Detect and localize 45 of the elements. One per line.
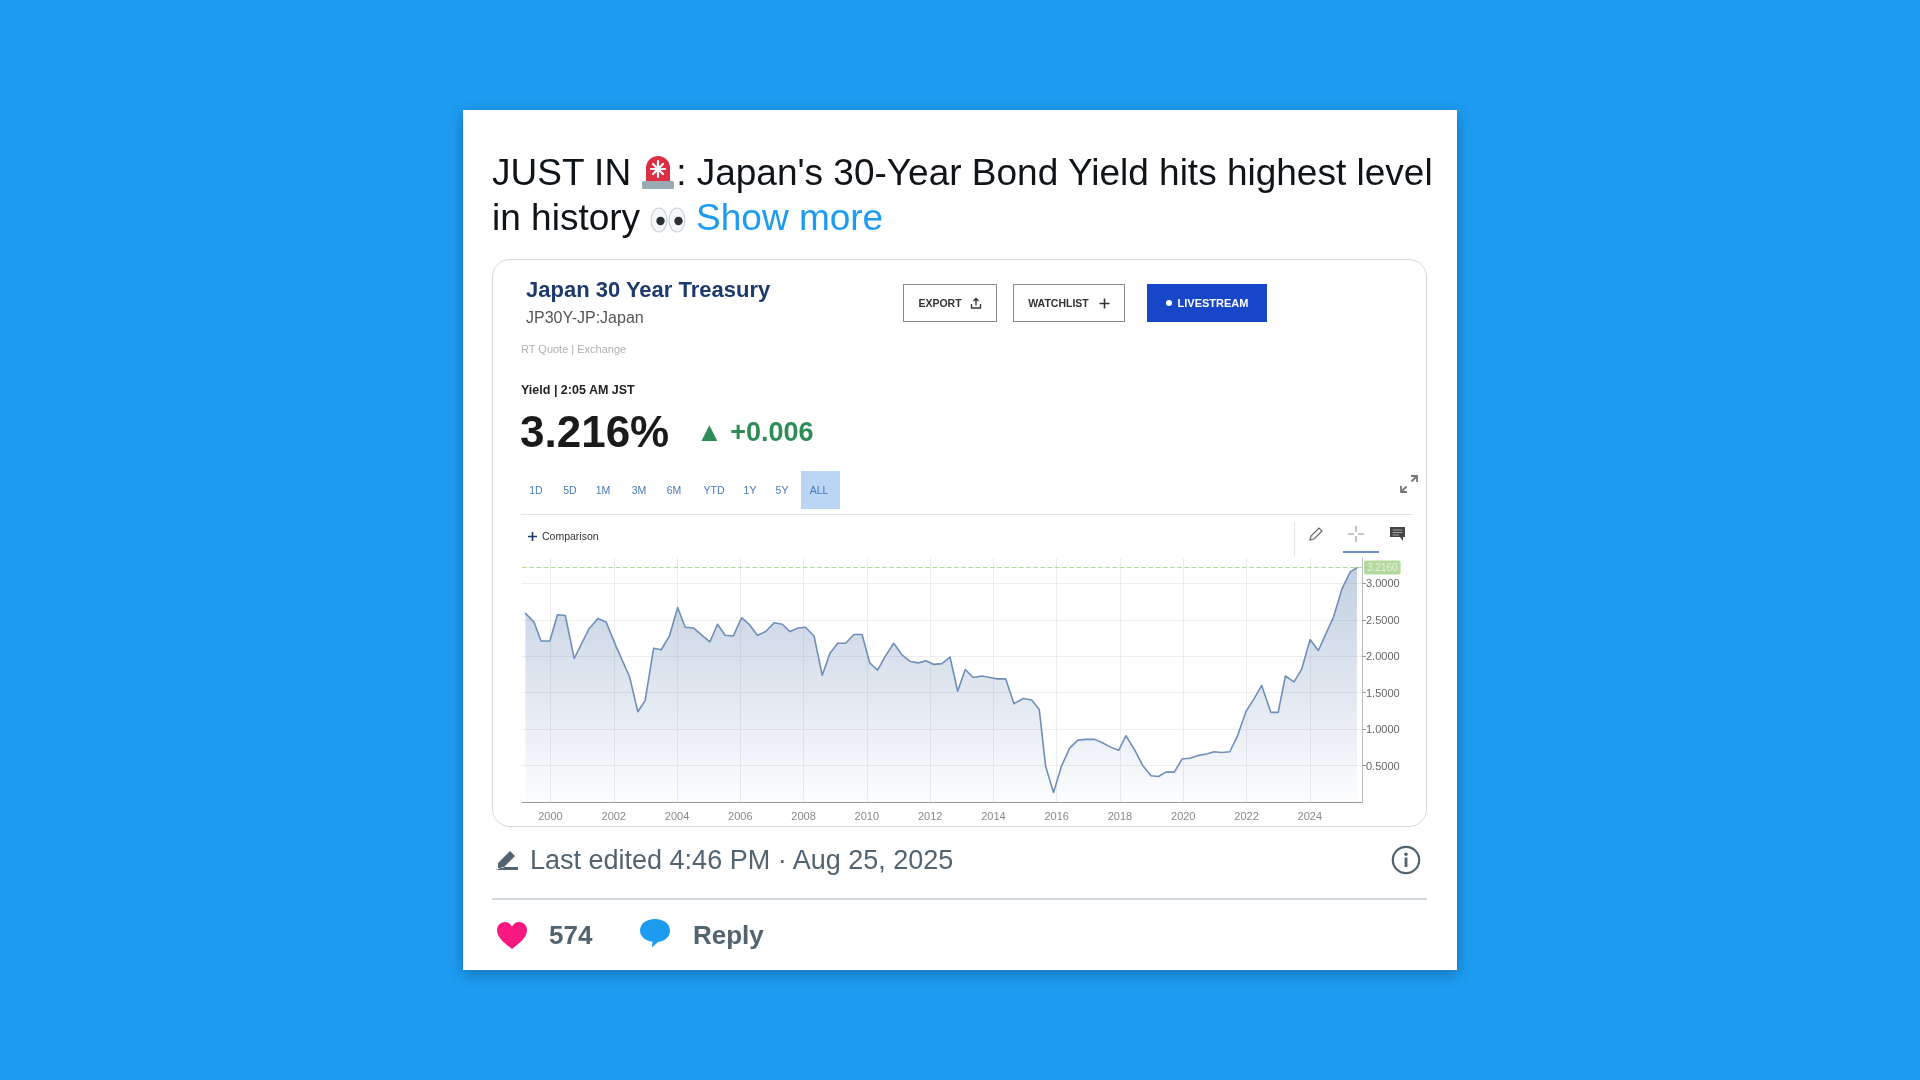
text: Last edited 4:46 PM · Aug 25, 2025	[530, 844, 954, 876]
x-tick-label: 2006	[728, 809, 753, 822]
y-tick-label: 1.5000	[1366, 686, 1400, 699]
y-tick-label: 2.5000	[1366, 613, 1400, 626]
y-tick-label: 1.0000	[1366, 723, 1400, 736]
chart-title: Japan 30 Year Treasury	[526, 276, 771, 302]
x-tick-label: 2016	[1044, 809, 1069, 822]
livestream-button: LIVESTREAM	[1147, 284, 1267, 322]
x-tick-label: 2014	[981, 809, 1006, 822]
text: JUST IN	[492, 152, 632, 193]
text: 3.216%	[520, 406, 670, 458]
chart-subtitle: JP30Y-JP:Japan	[526, 308, 644, 326]
watchlist-button: WATCHLIST	[1013, 284, 1125, 322]
y-tick-label: 2.0000	[1366, 650, 1400, 663]
export-button: EXPORT	[903, 284, 997, 322]
text: ▲ +0.006	[696, 416, 814, 449]
x-tick-label: 2022	[1234, 809, 1259, 822]
text: ALL	[808, 484, 830, 496]
text: Show more	[696, 197, 884, 238]
text: RT Quote | Exchange	[521, 343, 627, 355]
text: 574	[549, 919, 593, 951]
y-tick-label: 3.0000	[1366, 577, 1400, 590]
text: 5Y	[774, 484, 790, 496]
x-tick-label: 2004	[664, 809, 690, 822]
text: 1M	[594, 484, 612, 496]
text: YTD	[702, 484, 726, 496]
x-tick-label: 2010	[854, 809, 880, 822]
x-tick-label: 2020	[1171, 809, 1196, 822]
x-tick-label: 2018	[1107, 809, 1133, 822]
x-tick-label: 2008	[791, 809, 816, 822]
text: 6M	[665, 484, 683, 496]
x-tick-label: 2012	[917, 809, 943, 822]
x-tick-label: 2000	[538, 809, 563, 822]
text: Comparison	[542, 530, 599, 542]
x-tick-label: 2024	[1297, 809, 1323, 822]
text: Yield | 2:05 AM JST	[521, 383, 635, 397]
x-tick-label: 2002	[601, 809, 626, 822]
text: 1D	[528, 484, 544, 496]
text: 3M	[630, 484, 648, 496]
y-tick-label: 0.5000	[1366, 759, 1400, 772]
text: 1Y	[742, 484, 758, 496]
ref-line-label: 3.2160	[1367, 561, 1399, 573]
chart-frame: 0.5000 1.0000 1.5000 2.0000 2.5000 3.0000 2000 2002 2004 2006 2008 2010 2012 2014 2016 2018 2020 2022 2024 3.2160 Japan 30 Year Treasury JP30Y-JP:Japan EXPORT WATCHLIST LIVESTREAM RT Quote | Exchange Yield | 2:05 AM JST 3.216% ▲ +0.006 1D 5D 1M 3M 6M YTD 1Y 5Y ALL Comparison	[492, 259, 1427, 827]
text: Reply	[693, 919, 764, 951]
text: 5D	[562, 484, 578, 496]
